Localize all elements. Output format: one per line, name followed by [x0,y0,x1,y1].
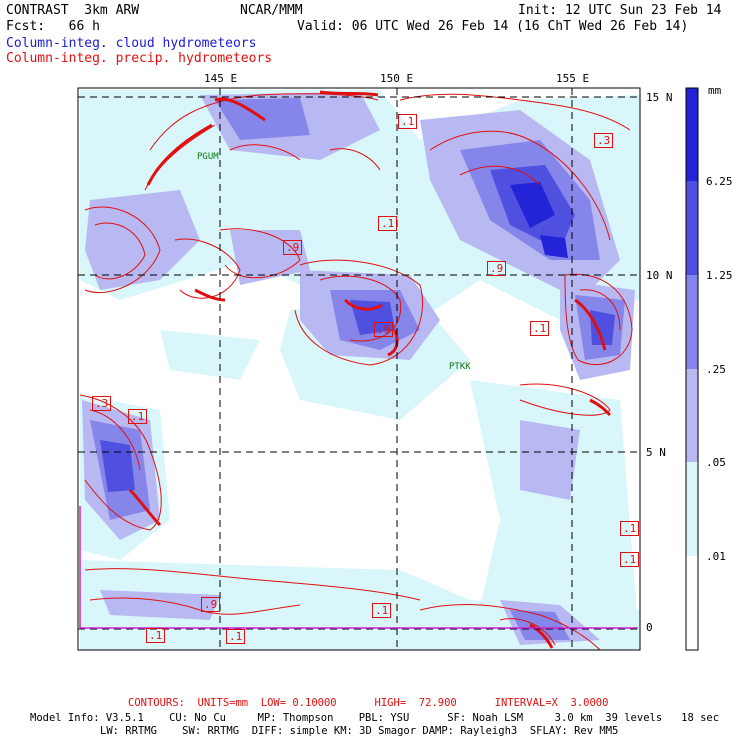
contour-label: .1 [378,216,398,231]
model-info-line1: Model Info: V3.5.1 CU: No Cu MP: Thompso… [30,712,720,724]
init-time: Init: 12 UTC Sun 23 Feb 14 [518,3,722,18]
lon-label-145: 145 E [204,72,238,85]
contour-label: .9 [201,597,221,612]
lat-label-15n: 15 N [646,91,673,104]
contour-label: .1 [226,629,246,644]
precip-contours [79,93,633,650]
map-frame [77,87,641,651]
contour-label: .9 [283,240,303,255]
contour-label: .3 [594,133,614,148]
product-title: CONTRAST 3km ARW [6,3,140,18]
lat-label-5n: 5 N [646,446,666,459]
contour-label: .9 [487,261,507,276]
lon-label-150: 150 E [380,72,414,85]
field-cloud-label: Column-integ. cloud hydrometeors [6,36,257,51]
lat-lon-grid [78,88,640,650]
valid-time: Valid: 06 UTC Wed 26 Feb 14 (16 ChT Wed … [297,19,689,34]
contour-label: .1 [372,603,392,618]
legend-level: .01 [706,550,726,563]
field-precip-label: Column-integ. precip. hydrometeors [6,51,273,66]
legend-swatches [685,87,699,651]
model-info-line2: LW: RRTMG SW: RRTMG DIFF: simple KM: 3D … [100,725,619,737]
contour-label: .1 [620,521,640,536]
contour-label: .1 [620,552,640,567]
contour-label: .1 [128,409,148,424]
contours-info: CONTOURS: UNITS=mm LOW= 0.10000 HIGH= 72… [128,697,609,709]
contour-label: .1 [530,321,550,336]
legend-level: 1.25 [706,269,733,282]
lon-label-155: 155 E [556,72,590,85]
contour-label: .9 [374,322,394,337]
legend-level: 6.25 [706,175,733,188]
lat-label-0: 0 [646,621,653,634]
forecast-hour: Fcst: 66 h [6,19,100,34]
station-ptkk: PTKK [449,362,471,372]
legend-level: .25 [706,363,726,376]
organization: NCAR/MMM [240,3,303,18]
lat-label-10n: 10 N [646,269,673,282]
domain-boundary [79,506,638,629]
legend-unit: mm [708,84,722,97]
legend-level: .05 [706,456,726,469]
precip-cores [128,90,612,649]
station-pgum: PGUM [197,152,219,162]
contour-label: .3 [92,396,112,411]
contour-label: .1 [398,114,418,129]
cloud-hydrometeor-shading [80,90,640,650]
contour-label: .1 [146,628,166,643]
